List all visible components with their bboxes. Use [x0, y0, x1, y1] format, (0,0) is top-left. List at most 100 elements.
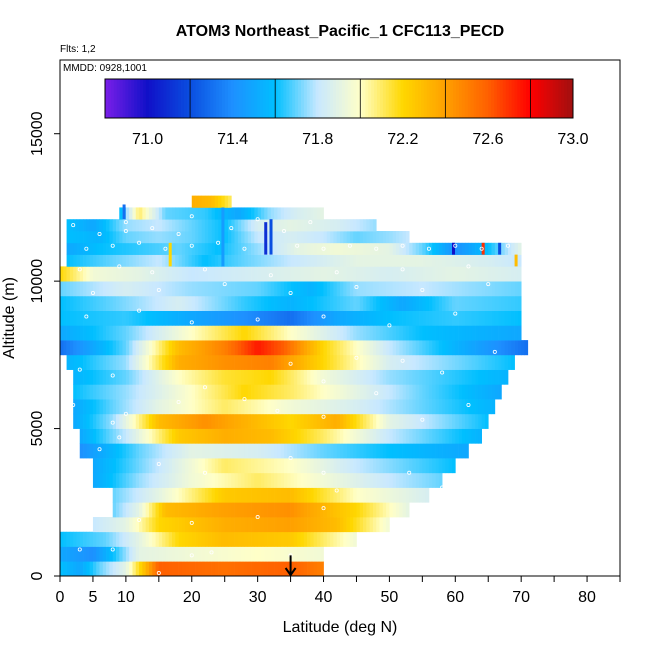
- heatmap-cell: [307, 502, 311, 518]
- heatmap-cell: [300, 354, 305, 370]
- heatmap-cell: [372, 266, 377, 282]
- heatmap-cell: [155, 546, 160, 562]
- heatmap-cell: [106, 340, 110, 356]
- heatmap-cell: [221, 443, 226, 459]
- heatmap-cell: [257, 546, 262, 562]
- heatmap-cell: [330, 502, 334, 518]
- heatmap-cell: [116, 413, 120, 429]
- sample-point: [453, 243, 458, 248]
- colorbar-segment: [110, 79, 115, 118]
- heatmap-cell: [231, 354, 235, 370]
- heatmap-cell: [336, 517, 341, 533]
- heatmap-cell: [79, 325, 84, 341]
- x-tick-label: 70: [512, 589, 530, 606]
- heatmap-cell: [73, 281, 77, 297]
- heatmap-cell: [323, 340, 328, 356]
- heatmap-cell: [448, 384, 453, 400]
- heatmap-cell: [425, 325, 430, 341]
- heatmap-cell: [188, 281, 193, 297]
- heatmap-cell: [376, 413, 380, 429]
- heatmap-cell: [346, 502, 351, 518]
- heatmap-cell: [389, 254, 394, 267]
- colorbar-segment: [283, 79, 287, 118]
- heatmap-cell: [517, 325, 522, 341]
- heatmap-cell: [274, 399, 278, 415]
- heatmap-cell: [158, 369, 163, 385]
- heatmap-cell: [425, 443, 430, 459]
- heatmap-cell: [224, 242, 229, 255]
- heatmap-cell: [181, 472, 186, 488]
- heatmap-cell: [119, 546, 123, 562]
- heatmap-cell: [435, 369, 440, 385]
- heatmap-cell: [340, 254, 344, 267]
- heatmap-cell: [195, 384, 199, 400]
- heatmap-cell: [284, 354, 288, 370]
- heatmap-cell: [402, 242, 407, 255]
- heatmap-cell: [214, 384, 219, 400]
- heatmap-cell: [409, 369, 413, 385]
- heatmap-cell: [310, 561, 314, 577]
- heatmap-band: [60, 281, 522, 297]
- heatmap-cell: [92, 458, 97, 474]
- heatmap-cell: [475, 266, 479, 282]
- heatmap-cell: [458, 295, 463, 311]
- heatmap-cell: [76, 219, 81, 232]
- heatmap-cell: [211, 369, 216, 385]
- heatmap-cell: [353, 517, 357, 533]
- heatmap-cell: [125, 219, 130, 232]
- heatmap-cell: [76, 561, 81, 577]
- heatmap-cell: [204, 254, 209, 267]
- heatmap-cell: [392, 310, 397, 326]
- heatmap-cell: [435, 472, 440, 488]
- colorbar-segment: [248, 79, 252, 118]
- heatmap-cell: [396, 242, 400, 255]
- heatmap-cell: [313, 487, 318, 503]
- heatmap-cell: [96, 428, 100, 444]
- heatmap-cell: [139, 458, 143, 474]
- heatmap-cell: [300, 384, 305, 400]
- heatmap-cell: [297, 546, 301, 562]
- heatmap-cell: [132, 531, 137, 547]
- heatmap-cell: [119, 472, 123, 488]
- heatmap-cell: [267, 399, 272, 415]
- heatmap-cell: [89, 413, 94, 429]
- heatmap-cell: [376, 231, 380, 244]
- heatmap-cell: [336, 443, 341, 459]
- heatmap-cell: [320, 281, 324, 297]
- sample-point: [321, 414, 326, 419]
- heatmap-cell: [228, 413, 232, 429]
- heatmap-cell: [165, 369, 170, 385]
- colorbar-segment: [473, 79, 477, 118]
- heatmap-cell: [419, 487, 423, 503]
- heatmap-cell: [89, 369, 94, 385]
- heatmap-cell: [172, 207, 176, 220]
- heatmap-cell: [326, 531, 331, 547]
- heatmap-cell: [247, 443, 252, 459]
- heatmap-cell: [201, 231, 206, 244]
- heatmap-cell: [148, 231, 153, 244]
- heatmap-cell: [125, 254, 130, 267]
- heatmap-cell: [379, 428, 384, 444]
- heatmap-cell: [152, 458, 156, 474]
- heatmap-cell: [405, 310, 410, 326]
- heatmap-cell: [270, 531, 275, 547]
- heatmap-cell: [442, 325, 446, 341]
- heatmap-cell: [465, 413, 469, 429]
- x-tick-label: 60: [446, 589, 464, 606]
- heatmap-cell: [274, 546, 278, 562]
- heatmap-cell: [102, 354, 107, 370]
- heatmap-cell: [442, 399, 446, 415]
- heatmap-cell: [442, 413, 446, 429]
- heatmap-cell: [139, 428, 143, 444]
- heatmap-cell: [218, 340, 222, 356]
- heatmap-cell: [221, 399, 226, 415]
- heatmap-cell: [313, 399, 318, 415]
- heatmap-cell: [254, 219, 258, 232]
- heatmap-cell: [438, 340, 443, 356]
- heatmap-cell: [228, 502, 232, 518]
- heatmap-cell: [139, 207, 143, 220]
- heatmap-cell: [320, 207, 324, 220]
- heatmap-cell: [369, 340, 374, 356]
- heatmap-cell: [135, 325, 140, 341]
- heatmap-cell: [231, 561, 235, 577]
